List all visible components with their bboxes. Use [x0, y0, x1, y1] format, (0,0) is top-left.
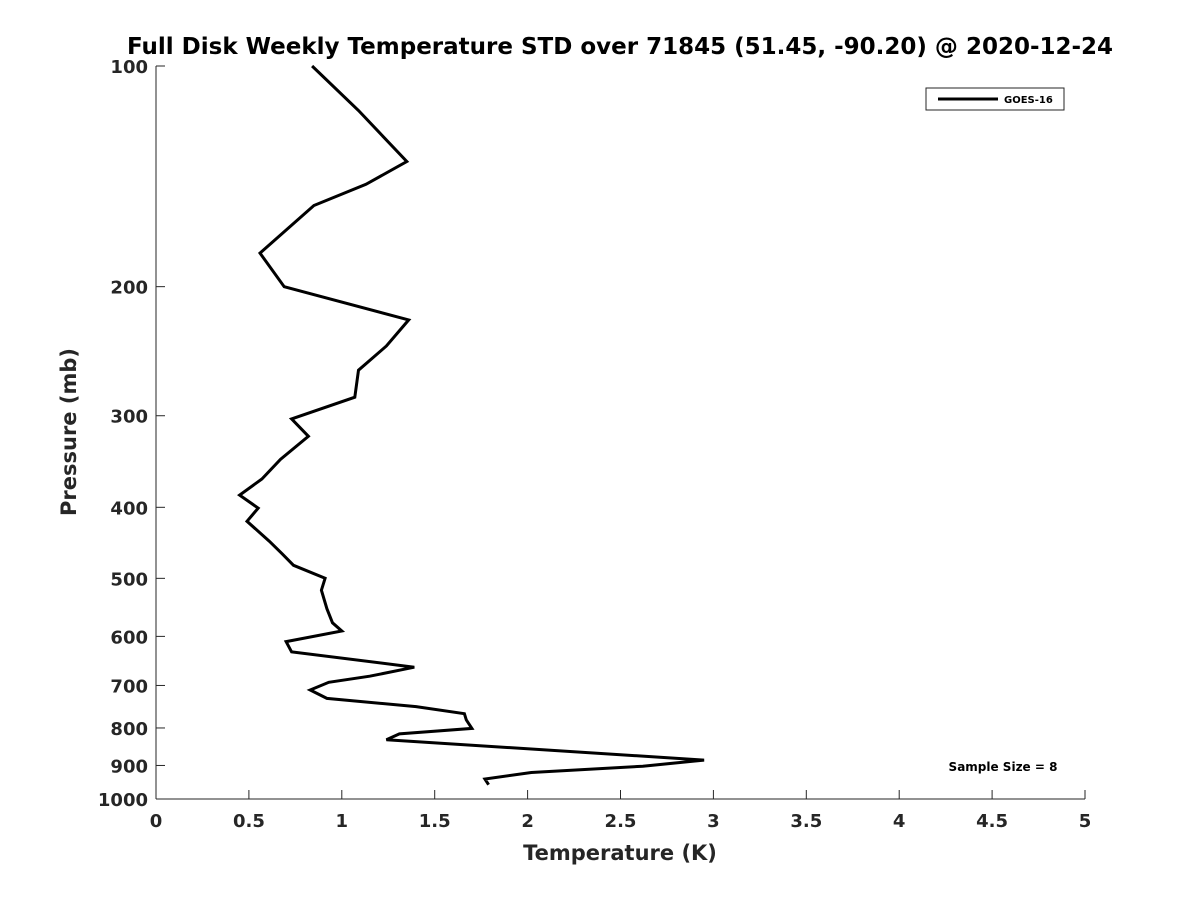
x-tick-label: 1: [336, 811, 349, 832]
y-tick-label: 600: [110, 627, 148, 648]
x-tick-label: 1.5: [419, 811, 451, 832]
plot-area: 0 0.5 1 1.5 2 2.5 3 3.5 4 4.5 5 100 200 300 400 500 600…: [98, 57, 1091, 832]
x-tick-label: 3: [707, 811, 720, 832]
legend-label-goes-16: GOES-16: [1004, 95, 1053, 106]
y-tick-label: 1000: [98, 790, 148, 811]
x-tick-label: 2: [521, 811, 534, 832]
chart-title: Full Disk Weekly Temperature STD over 71…: [127, 34, 1113, 60]
x-axis-label: Temperature (K): [523, 841, 717, 865]
x-tick-label: 4.5: [976, 811, 1008, 832]
y-tick-label: 900: [110, 756, 148, 777]
y-tick-label: 400: [110, 498, 148, 519]
y-tick-label: 500: [110, 569, 148, 590]
y-tick-label: 100: [110, 57, 148, 78]
y-tick-label: 200: [110, 278, 148, 299]
y-tick-label: 700: [110, 676, 148, 697]
y-tick-label: 800: [110, 719, 148, 740]
x-tick-label: 0.5: [233, 811, 265, 832]
x-tick-label: 3.5: [790, 811, 822, 832]
y-axis-label: Pressure (mb): [57, 348, 81, 516]
x-ticks: 0 0.5 1 1.5 2 2.5 3 3.5 4 4.5 5: [150, 790, 1092, 832]
series-line-goes-16: [237, 64, 705, 786]
x-tick-label: 5: [1079, 811, 1092, 832]
x-tick-label: 2.5: [605, 811, 637, 832]
legend: GOES-16: [925, 87, 1065, 111]
x-tick-label: 4: [893, 811, 906, 832]
sample-size-annotation: Sample Size = 8: [949, 760, 1058, 774]
y-tick-label: 300: [110, 407, 148, 428]
y-ticks: 100 200 300 400 500 600 700 800 900 1000: [98, 57, 165, 811]
x-tick-label: 0: [150, 811, 163, 832]
